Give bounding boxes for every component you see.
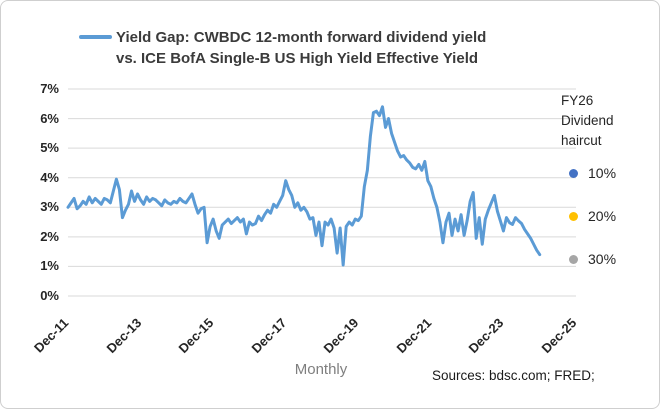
yield-gap-series-line <box>66 105 542 267</box>
legend-item-10pct: 10% <box>569 163 616 183</box>
side-legend-title-line: haircut <box>561 133 602 148</box>
y-tick-label: 7% <box>40 81 59 96</box>
y-tick-label: 1% <box>40 258 59 274</box>
chart-title: Yield Gap: CWBDC 12-month forward divide… <box>116 27 486 69</box>
legend-dot-icon <box>569 211 578 221</box>
legend-item-label: 20% <box>588 208 617 224</box>
y-tick-label: 6% <box>40 110 59 126</box>
series-line-marker-icon <box>79 35 112 39</box>
chart-title-legend: Yield Gap: CWBDC 12-month forward divide… <box>79 27 486 69</box>
x-axis-title: Monthly <box>294 361 348 378</box>
y-tick-label: 2% <box>40 228 59 244</box>
source-note: Sources: bdsc.com; FRED; <box>432 368 595 383</box>
y-tick-label: 3% <box>40 199 59 215</box>
legend-item-label: 10% <box>588 165 617 181</box>
legend-dot-icon <box>569 254 578 264</box>
y-tick-label: 0% <box>40 288 59 303</box>
legend-dot-icon <box>569 168 578 178</box>
y-tick-label: 5% <box>40 140 59 156</box>
chart-title-line-1: Yield Gap: CWBDC 12-month forward divide… <box>116 29 487 46</box>
side-legend-title: FY26 Dividend haircut <box>561 91 657 151</box>
legend-item-label: 30% <box>588 251 617 267</box>
chart-title-line-2: vs. ICE BofA Single-B US High Yield Effe… <box>116 50 479 67</box>
side-legend-title-line: Dividend <box>561 113 614 128</box>
legend-item-20pct: 20% <box>569 206 616 226</box>
y-tick-label: 4% <box>40 169 59 185</box>
side-legend-title-line: FY26 <box>561 93 594 108</box>
legend-item-30pct: 30% <box>569 249 616 269</box>
